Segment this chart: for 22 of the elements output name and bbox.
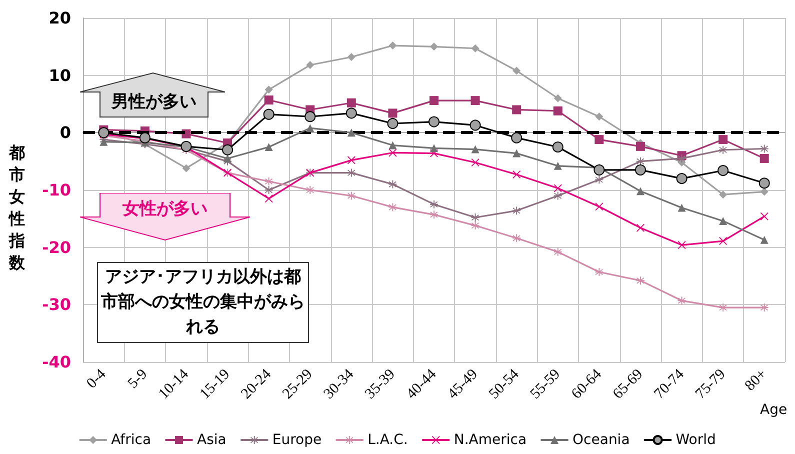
legend-label: World xyxy=(676,432,716,448)
x-tick-label: 5-9 xyxy=(125,366,151,392)
legend-label: N.America xyxy=(454,432,527,448)
annotation: アジア･アフリカ以外は都市部への女性の集中がみられる xyxy=(97,262,309,343)
legend-label: L.A.C. xyxy=(368,432,408,448)
x-tick-label: 80+ xyxy=(742,366,770,394)
annotation: 女性が多い xyxy=(122,198,208,220)
x-axis-title: Age xyxy=(760,402,788,418)
legend-label: Europe xyxy=(272,432,322,448)
legend-label: Asia xyxy=(197,432,226,448)
annotation: 男性が多い xyxy=(110,91,198,113)
y-tick-label: 20 xyxy=(48,8,71,28)
y-tick-label: -20 xyxy=(42,238,71,257)
x-tick-label: 0-4 xyxy=(84,366,110,392)
y-tick-label: -40 xyxy=(42,352,71,372)
legend-label: Africa xyxy=(111,432,152,448)
y-axis-title: 都市女性指数 xyxy=(7,142,26,274)
legend-label: Oceania xyxy=(572,432,630,448)
y-tick-label: -10 xyxy=(42,180,71,200)
y-tick-label: 10 xyxy=(48,66,71,85)
y-tick-label: -30 xyxy=(42,295,71,314)
y-tick-label: 0 xyxy=(60,123,71,142)
